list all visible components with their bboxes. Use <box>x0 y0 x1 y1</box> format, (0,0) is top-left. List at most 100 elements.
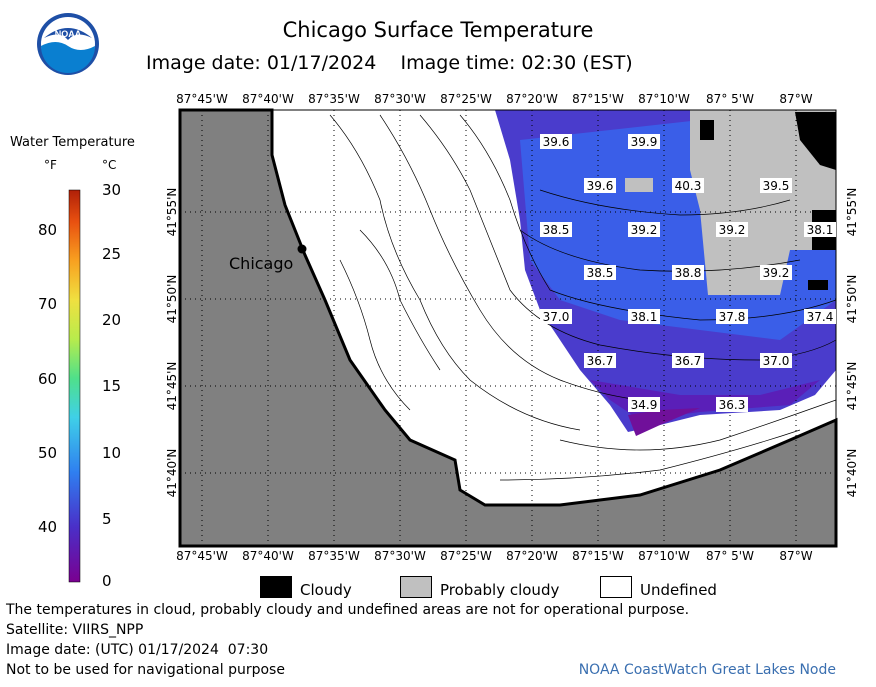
temperature-label: 37.0 <box>763 354 790 368</box>
map-frame <box>179 109 837 547</box>
unit-c: °C <box>102 158 117 172</box>
temperature-label-box <box>540 309 572 324</box>
temperature-label: 34.9 <box>631 398 658 412</box>
lat-label-right: 41°45'N <box>845 362 859 411</box>
temperature-label: 39.6 <box>587 179 614 193</box>
colorbar-tick-c: 15 <box>102 377 122 395</box>
temperature-label: 39.2 <box>631 223 658 237</box>
lat-label-right: 41°50'N <box>845 275 859 324</box>
unit-f: °F <box>44 158 57 172</box>
lon-label-top: 87° 5'W <box>706 92 754 106</box>
temperature-label-box <box>804 222 836 237</box>
colorbar-tick-c: 25 <box>102 245 122 263</box>
probably-cloudy-area <box>690 110 836 295</box>
image-time: Image time: 02:30 (EST) <box>400 52 633 74</box>
lon-label-bottom: 87°35'W <box>308 549 360 563</box>
lon-label-bottom: 87°20'W <box>506 549 558 563</box>
temperature-label: 37.0 <box>543 310 570 324</box>
colorbar-gradient <box>68 189 81 583</box>
lon-label-bottom: 87° 5'W <box>706 549 754 563</box>
lon-label-top: 87°25'W <box>440 92 492 106</box>
temperature-label-box <box>628 309 660 324</box>
temperature-label: 39.2 <box>719 223 746 237</box>
page-title: Chicago Surface Temperature <box>282 18 594 42</box>
lat-label-right: 41°40'N <box>845 449 859 498</box>
legend-undefined-label: Undefined <box>640 581 717 599</box>
lon-label-bottom: 87°45'W <box>176 549 228 563</box>
lon-label-bottom: 87°10'W <box>638 549 690 563</box>
image-datetime: Image date: 01/17/2024 Image time: 02:30… <box>146 52 633 74</box>
colorbar <box>68 189 81 583</box>
lon-label-top: 87°10'W <box>638 92 690 106</box>
temperature-label-box <box>716 309 748 324</box>
temperature-label-box <box>540 222 572 237</box>
temperature-label: 38.8 <box>675 266 702 280</box>
temperature-label-box <box>716 222 748 237</box>
lat-label-right: 41°55'N <box>845 188 859 237</box>
cloudy-patch <box>700 120 714 140</box>
cloudy-area <box>795 112 836 170</box>
lon-label-top: 87°45'W <box>176 92 228 106</box>
temperature-label: 38.5 <box>543 223 570 237</box>
colorbar-tick-f: 60 <box>38 370 58 388</box>
lon-label-bottom: 87°40'W <box>242 549 294 563</box>
lon-label-top: 87°15'W <box>572 92 624 106</box>
temperature-label-box <box>672 353 704 368</box>
temperature-label: 38.1 <box>631 310 658 324</box>
lon-label-top: 87°20'W <box>506 92 558 106</box>
lon-label-bottom: 87°15'W <box>572 549 624 563</box>
lon-label-bottom: 87°25'W <box>440 549 492 563</box>
colorbar-tick-f: 70 <box>38 295 58 313</box>
colorbar-tick-f: 50 <box>38 444 58 462</box>
temperature-label-box <box>760 265 792 280</box>
temperature-label-box <box>760 178 792 193</box>
temperature-label: 37.8 <box>719 310 746 324</box>
cloudy-patch-small <box>808 280 828 290</box>
temperature-label-box <box>672 178 704 193</box>
logo-text: NOAA <box>55 29 82 39</box>
temperature-label: 40.3 <box>675 179 702 193</box>
temperature-label-box <box>716 397 748 412</box>
temperature-label: 36.7 <box>587 354 614 368</box>
temperature-label: 37.4 <box>807 310 834 324</box>
lon-label-bottom: 87°30'W <box>374 549 426 563</box>
colorbar-tick-c: 0 <box>102 572 112 590</box>
water-temp-coldest <box>628 408 700 436</box>
temperature-label-box <box>628 222 660 237</box>
city-label: Chicago <box>229 254 293 273</box>
contour-lines <box>329 114 837 481</box>
lon-label-top: 87°W <box>779 92 812 106</box>
utc-date-text: Image date: (UTC) 01/17/2024 07:30 <box>6 642 269 658</box>
temperature-label-box <box>760 353 792 368</box>
temperature-label-box <box>628 397 660 412</box>
colorbar-tick-c: 20 <box>102 311 122 329</box>
temperature-label-box <box>672 265 704 280</box>
lat-label-left: 41°50'N <box>165 275 179 324</box>
temperature-label: 36.7 <box>675 354 702 368</box>
legend-probably-cloudy-swatch <box>400 576 432 598</box>
colorbar-tick-c: 5 <box>102 510 112 528</box>
temperature-label: 36.3 <box>719 398 746 412</box>
image-date: Image date: 01/17/2024 <box>146 52 377 74</box>
colorbar-tick-c: 10 <box>102 444 122 462</box>
satellite-text: Satellite: VIIRS_NPP <box>6 622 144 638</box>
temperature-label: 39.2 <box>763 266 790 280</box>
land-area <box>178 108 838 548</box>
temperature-label-box <box>584 265 616 280</box>
legend-probably-cloudy-label: Probably cloudy <box>440 581 560 599</box>
temperature-label-box <box>628 134 660 149</box>
temperature-label: 39.6 <box>543 135 570 149</box>
colorbar-tick-c: 30 <box>102 181 122 199</box>
navigation-warning: Not to be used for navigational purpose <box>6 662 285 678</box>
temperature-label: 38.1 <box>807 223 834 237</box>
colorbar-title: Water Temperature <box>10 135 135 150</box>
noaa-logo: NOAA <box>37 13 99 75</box>
lon-label-top: 87°40'W <box>242 92 294 106</box>
temperature-label: 39.5 <box>763 179 790 193</box>
legend-cloudy-swatch <box>260 576 292 598</box>
legend-cloudy-label: Cloudy <box>300 581 352 599</box>
temperature-label-box <box>584 178 616 193</box>
legend-undefined-swatch <box>600 576 632 598</box>
colorbar-tick-f: 40 <box>38 518 58 536</box>
